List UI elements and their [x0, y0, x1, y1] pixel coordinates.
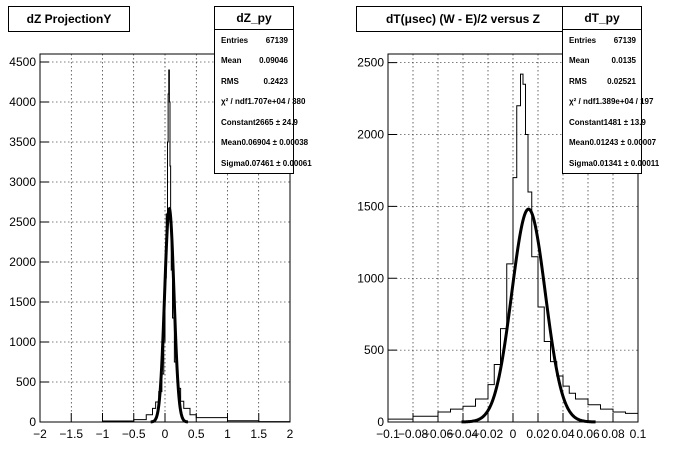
left-x-tick-label: −2: [33, 427, 47, 441]
stats-value: 0.01341 ± 0.00011: [593, 158, 660, 168]
right-stats-box: dT_py Entries 67139 Mean 0.0135 RMS 0.02…: [562, 6, 659, 174]
stats-label: χ² / ndf: [569, 97, 596, 107]
stats-label: RMS: [221, 76, 239, 86]
stats-label: Sigma: [221, 158, 246, 168]
left-y-tick-label: 2000: [9, 255, 36, 269]
right-stats-row: RMS 0.02521: [563, 71, 641, 92]
right-y-tick-label: 0: [377, 415, 384, 429]
right-x-tick-label: −0.06: [423, 427, 454, 441]
left-x-tick-label: 0: [162, 427, 169, 441]
left-stats-row: Sigma 0.07461 ± 0.00061: [215, 153, 312, 174]
right-x-tick-label: 0.02: [526, 427, 550, 441]
left-x-tick-label: 1: [224, 427, 231, 441]
right-plot-title: dT(μsec) (W - E)/2 versus Z: [356, 6, 570, 32]
stats-value: 0.2423: [263, 76, 288, 86]
right-histogram-series: [387, 73, 639, 422]
stats-label: Mean: [221, 56, 242, 66]
stats-label: Entries: [569, 35, 597, 45]
right-stats-row: Constant 1481 ± 13.9: [563, 112, 646, 133]
stats-value: 1.389e+04 / 197: [595, 97, 654, 107]
left-y-tick-label: 2500: [9, 215, 36, 229]
stats-value: 0.07461 ± 0.00061: [245, 158, 312, 168]
stats-value: 67139: [613, 35, 636, 45]
right-y-tick-label: 1500: [357, 199, 384, 213]
left-y-tick-label: 1500: [9, 295, 36, 309]
left-stats-name: dZ_py: [215, 7, 293, 30]
right-gaussian-fit-line: [461, 207, 596, 424]
left-y-tick-label: 0: [29, 415, 36, 429]
left-x-tick-label: −0.5: [122, 427, 146, 441]
right-y-tick-label: 2500: [357, 56, 384, 70]
stats-label: χ² / ndf: [221, 97, 248, 107]
stats-label: Mean: [569, 56, 590, 66]
left-stats-row: RMS 0.2423: [215, 71, 293, 92]
stats-label: Mean: [569, 138, 590, 148]
right-stats-name: dT_py: [563, 7, 641, 30]
left-x-tick-label: 1.5: [250, 427, 267, 441]
stats-label: Entries: [221, 35, 249, 45]
right-y-tick-label: 500: [364, 343, 384, 357]
right-x-tick-label: 0: [510, 427, 517, 441]
right-stats-row: Mean 0.0135: [563, 51, 641, 72]
right-y-tick-label: 1000: [357, 271, 384, 285]
left-stats-row: Entries 67139: [215, 30, 293, 51]
right-x-tick-label: 0.08: [601, 427, 625, 441]
left-stats-row: χ² / ndf 1.707e+04 / 380: [215, 92, 305, 113]
right-stats-row: Sigma 0.01341 ± 0.00011: [563, 153, 659, 174]
left-x-tick-label: −1.5: [59, 427, 83, 441]
stats-value: 1.707e+04 / 380: [247, 97, 306, 107]
left-gaussian-fit-line: [150, 206, 189, 424]
left-histogram-series: [40, 69, 291, 423]
stats-value: 0.06904 ± 0.00038: [241, 138, 309, 148]
right-x-tick-label: 0.1: [630, 427, 647, 441]
left-y-tick-label: 3000: [9, 175, 36, 189]
right-x-tick-label: −0.08: [398, 427, 429, 441]
left-y-tick-label: 500: [16, 375, 36, 389]
stats-value: 0.09046: [259, 56, 288, 66]
right-x-tick-label: −0.02: [473, 427, 504, 441]
left-x-tick-label: −1: [96, 427, 110, 441]
right-y-tick-label: 2000: [357, 128, 384, 142]
stats-label: Constant: [569, 117, 604, 127]
left-x-tick-label: 0.5: [188, 427, 205, 441]
stats-value: 2665 ± 24.9: [255, 117, 298, 127]
right-x-tick-label: 0.04: [551, 427, 575, 441]
left-stats-box: dZ_py Entries 67139 Mean 0.09046 RMS 0.2…: [214, 6, 312, 174]
stats-label: Sigma: [569, 158, 594, 168]
left-y-tick-label: 1000: [9, 335, 36, 349]
stats-value: 0.02521: [607, 76, 636, 86]
left-stats-row: Mean 0.09046: [215, 51, 293, 72]
left-x-tick-label: 2: [287, 427, 294, 441]
right-x-tick-label: −0.04: [448, 427, 479, 441]
left-stats-row: Constant 2665 ± 24.9: [215, 112, 298, 133]
stats-value: 0.0135: [611, 56, 636, 66]
stats-value: 1481 ± 13.9: [603, 117, 646, 127]
left-stats-row: Mean 0.06904 ± 0.00038: [215, 133, 308, 154]
right-stats-row: Mean 0.01243 ± 0.00007: [563, 133, 656, 154]
stats-label: Mean: [221, 138, 242, 148]
right-stats-row: χ² / ndf 1.389e+04 / 197: [563, 92, 653, 113]
right-x-tick-label: 0.06: [576, 427, 600, 441]
right-x-tick-label: −0.1: [376, 427, 400, 441]
stats-label: Constant: [221, 117, 256, 127]
left-y-tick-label: 4000: [9, 95, 36, 109]
left-y-tick-label: 4500: [9, 55, 36, 69]
stats-value: 0.01243 ± 0.00007: [589, 138, 657, 148]
left-y-tick-label: 3500: [9, 135, 36, 149]
stats-value: 67139: [265, 35, 288, 45]
right-stats-row: Entries 67139: [563, 30, 641, 51]
left-plot-title: dZ ProjectionY: [8, 6, 130, 32]
stats-label: RMS: [569, 76, 587, 86]
